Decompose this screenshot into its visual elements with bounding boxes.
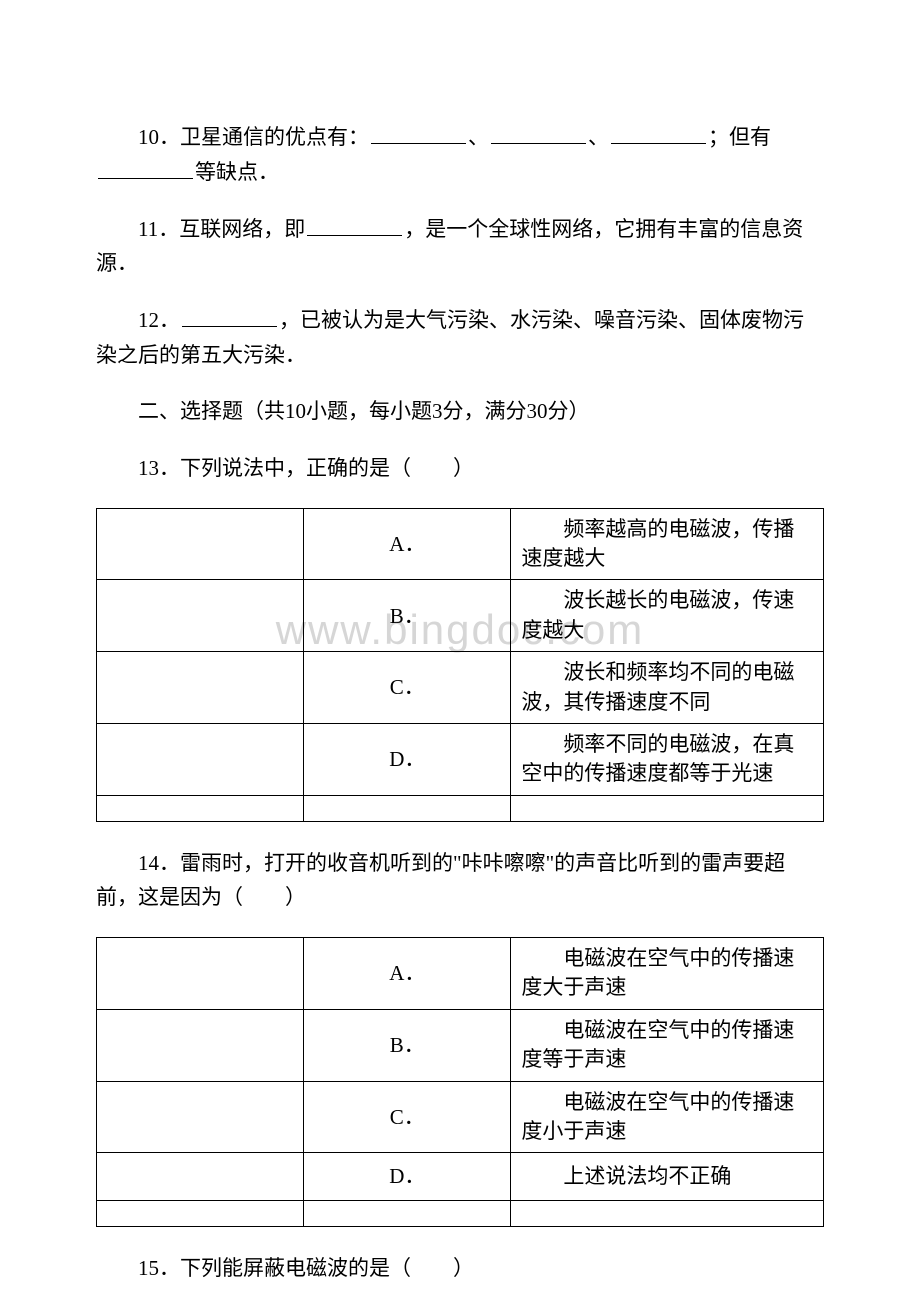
q13-a-col1 [97, 508, 304, 580]
q14-row-b: B． 电磁波在空气中的传播速度等于声速 [97, 1009, 824, 1081]
q14-b-text: 电磁波在空气中的传播速度等于声速 [511, 1009, 824, 1081]
q14-row-empty [97, 1201, 824, 1227]
question-14-stem: 14．雷雨时，打开的收音机听到的"咔咔嚓嚓"的声音比听到的雷声要超前，这是因为（… [96, 846, 824, 915]
q13-d-col1 [97, 724, 304, 796]
q13-row-c: C． 波长和频率均不同的电磁波，其传播速度不同 [97, 652, 824, 724]
q14-c-label: C． [304, 1081, 511, 1153]
section-2-header: 二、选择题（共10小题，每小题3分，满分30分） [96, 394, 824, 429]
q13-a-label: A． [304, 508, 511, 580]
q14-c-text: 电磁波在空气中的传播速度小于声速 [511, 1081, 824, 1153]
q13-e-col1 [97, 795, 304, 821]
question-14-table: A． 电磁波在空气中的传播速度大于声速 B． 电磁波在空气中的传播速度等于声速 … [96, 937, 824, 1227]
q14-e-col3 [511, 1201, 824, 1227]
q14-e-col1 [97, 1201, 304, 1227]
q13-row-b: B． 波长越长的电磁波，传速度越大 [97, 580, 824, 652]
q14-row-a: A． 电磁波在空气中的传播速度大于声速 [97, 938, 824, 1010]
q13-d-text: 频率不同的电磁波，在真空中的传播速度都等于光速 [511, 724, 824, 796]
q14-a-text: 电磁波在空气中的传播速度大于声速 [511, 938, 824, 1010]
question-10: 10．卫星通信的优点有： 、 、 ；但有等缺点． [96, 120, 824, 190]
q14-row-d: D． 上述说法均不正确 [97, 1153, 824, 1201]
q10-blank-3 [611, 120, 706, 144]
q10-suffix1: ；但有 [708, 125, 771, 149]
q14-row-c: C． 电磁波在空气中的传播速度小于声速 [97, 1081, 824, 1153]
q10-sep2: 、 [588, 125, 609, 149]
q10-blank-1 [371, 120, 466, 144]
q12-blank-1 [182, 303, 277, 327]
question-15-stem: 15．下列能屏蔽电磁波的是（ ） [96, 1251, 824, 1286]
q14-b-col1 [97, 1009, 304, 1081]
q14-d-col1 [97, 1153, 304, 1201]
q11-blank-1 [307, 212, 402, 236]
q10-sep1: 、 [468, 125, 489, 149]
q10-blank-4 [98, 155, 193, 179]
q13-c-text: 波长和频率均不同的电磁波，其传播速度不同 [511, 652, 824, 724]
q13-b-label: B． [304, 580, 511, 652]
q14-a-col1 [97, 938, 304, 1010]
document-content: 10．卫星通信的优点有： 、 、 ；但有等缺点． 11．互联网络，即，是一个全球性网络… [96, 120, 824, 1286]
question-13-table: A． 频率越高的电磁波，传播速度越大 B． 波长越长的电磁波，传速度越大 C． … [96, 508, 824, 822]
q14-d-label: D． [304, 1153, 511, 1201]
question-12: 12．，已被认为是大气污染、水污染、噪音污染、固体废物污染之后的第五大污染． [96, 303, 824, 372]
q13-e-col2 [304, 795, 511, 821]
q14-c-col1 [97, 1081, 304, 1153]
q13-d-label: D． [304, 724, 511, 796]
q13-a-text: 频率越高的电磁波，传播速度越大 [511, 508, 824, 580]
q14-a-label: A． [304, 938, 511, 1010]
q13-b-col1 [97, 580, 304, 652]
q10-prefix: 10．卫星通信的优点有： [138, 125, 369, 149]
q13-row-empty [97, 795, 824, 821]
q13-e-col3 [511, 795, 824, 821]
q13-row-a: A． 频率越高的电磁波，传播速度越大 [97, 508, 824, 580]
q13-c-col1 [97, 652, 304, 724]
question-13-stem: 13．下列说法中，正确的是（ ） [96, 451, 824, 486]
q14-d-text: 上述说法均不正确 [511, 1153, 824, 1201]
q14-e-col2 [304, 1201, 511, 1227]
q14-b-label: B． [304, 1009, 511, 1081]
question-11: 11．互联网络，即，是一个全球性网络，它拥有丰富的信息资源． [96, 212, 824, 281]
q13-b-text: 波长越长的电磁波，传速度越大 [511, 580, 824, 652]
q11-prefix: 11．互联网络，即 [138, 217, 305, 241]
q10-suffix2: 等缺点． [195, 160, 279, 184]
q12-prefix: 12． [138, 308, 180, 332]
q10-blank-2 [491, 120, 586, 144]
q13-row-d: D． 频率不同的电磁波，在真空中的传播速度都等于光速 [97, 724, 824, 796]
q13-c-label: C． [304, 652, 511, 724]
